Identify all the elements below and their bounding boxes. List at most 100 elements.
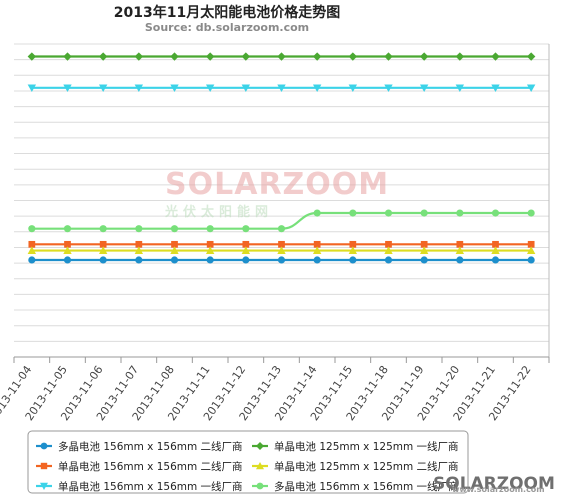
legend-item-4: 单晶电池 125mm x 125mm 一线厂商 <box>252 440 459 453</box>
data-point <box>242 256 250 264</box>
data-point <box>241 52 251 61</box>
data-point <box>313 256 321 264</box>
watermark-logo-subtitle: 光伏太阳能网 <box>164 204 273 220</box>
data-point <box>491 84 500 93</box>
data-point <box>63 246 72 254</box>
data-point <box>420 256 428 264</box>
data-point <box>40 482 48 490</box>
corner-logo-text: SOLARZOOM <box>433 474 555 494</box>
data-point <box>384 52 393 61</box>
data-point <box>206 225 214 233</box>
chart-subtitle: Source: db.solarzoom.com <box>145 21 309 34</box>
data-point <box>455 52 465 61</box>
series-2 <box>28 240 535 248</box>
data-point <box>170 246 179 254</box>
data-point <box>242 240 250 248</box>
data-point <box>349 209 357 217</box>
data-point <box>384 209 393 217</box>
data-point <box>349 256 357 264</box>
data-point <box>241 84 251 93</box>
data-point <box>98 52 108 61</box>
data-point <box>27 52 37 61</box>
data-point <box>456 256 464 264</box>
data-point <box>384 246 393 254</box>
data-point <box>205 52 215 61</box>
data-point <box>312 246 322 254</box>
watermark-logo: SOLARZOOM 光伏太阳能网 <box>164 167 389 220</box>
legend-label: 多晶电池 156mm x 156mm 二线厂商 <box>58 440 243 453</box>
data-point <box>491 256 500 264</box>
data-point <box>99 240 107 248</box>
data-point <box>313 240 321 248</box>
data-point <box>135 240 143 248</box>
data-point <box>170 52 179 61</box>
data-point <box>63 84 72 93</box>
data-point <box>456 240 464 248</box>
chart-title: 2013年11月太阳能电池价格走势图 <box>114 4 340 21</box>
legend-label: 单晶电池 156mm x 156mm 二线厂商 <box>58 460 243 473</box>
data-point <box>28 256 36 264</box>
data-point <box>99 225 107 233</box>
data-point <box>99 256 107 264</box>
legend-item-2: 单晶电池 156mm x 156mm 二线厂商 <box>36 460 243 473</box>
data-point <box>277 225 286 233</box>
data-point <box>256 442 264 450</box>
legend-label: 单晶电池 156mm x 156mm 一线厂商 <box>58 480 243 493</box>
legend-box <box>27 430 469 494</box>
series-6 <box>28 209 535 233</box>
data-point <box>278 240 285 248</box>
data-point <box>28 240 36 248</box>
data-point <box>205 246 215 254</box>
series-4 <box>27 52 536 61</box>
data-point <box>63 256 72 264</box>
data-point <box>98 84 108 93</box>
data-point <box>134 246 144 254</box>
data-point <box>348 52 358 61</box>
legend-label: 多晶电池 156mm x 156mm 一线厂商 <box>274 480 459 493</box>
data-point <box>456 209 464 217</box>
legend-item-3: 单晶电池 156mm x 156mm 一线厂商 <box>36 480 243 493</box>
corner-watermark: SOLARZOOM www.solarzoom.com <box>433 474 555 494</box>
data-point <box>349 240 357 248</box>
data-point <box>420 209 428 217</box>
data-point <box>312 84 322 93</box>
corner-logo-url: www.solarzoom.com <box>452 485 545 494</box>
data-point <box>384 84 393 93</box>
data-point <box>419 246 429 254</box>
data-point <box>170 225 179 233</box>
data-point <box>348 84 358 93</box>
data-point <box>527 240 535 248</box>
legend-item-6: 多晶电池 156mm x 156mm 一线厂商 <box>252 480 459 493</box>
x-axis-labels: 2013-11-042013-11-052013-11-062013-11-07… <box>0 363 534 423</box>
data-point <box>134 84 144 93</box>
data-point <box>256 462 264 470</box>
data-point <box>492 240 499 248</box>
data-point <box>40 462 48 470</box>
data-point <box>256 482 264 490</box>
data-point <box>527 256 535 264</box>
data-point <box>419 84 429 93</box>
data-point <box>277 52 286 61</box>
data-point <box>277 84 286 93</box>
data-point <box>312 52 322 61</box>
data-point <box>27 246 37 254</box>
data-point <box>241 246 251 254</box>
data-point <box>348 246 358 254</box>
data-point <box>277 256 286 264</box>
series-layer <box>27 52 536 264</box>
data-point <box>491 52 500 61</box>
watermark-logo-text: SOLARZOOM <box>165 167 389 202</box>
data-point <box>205 84 215 93</box>
data-point <box>420 240 428 248</box>
series-5 <box>27 246 536 254</box>
legend-item-5: 单晶电池 125mm x 125mm 二线厂商 <box>252 460 459 473</box>
data-point <box>135 256 143 264</box>
data-point <box>170 256 179 264</box>
series-1 <box>28 256 535 264</box>
data-point <box>28 225 36 233</box>
data-point <box>63 52 72 61</box>
data-point <box>277 246 286 254</box>
data-point <box>206 240 214 248</box>
data-point <box>170 84 179 93</box>
